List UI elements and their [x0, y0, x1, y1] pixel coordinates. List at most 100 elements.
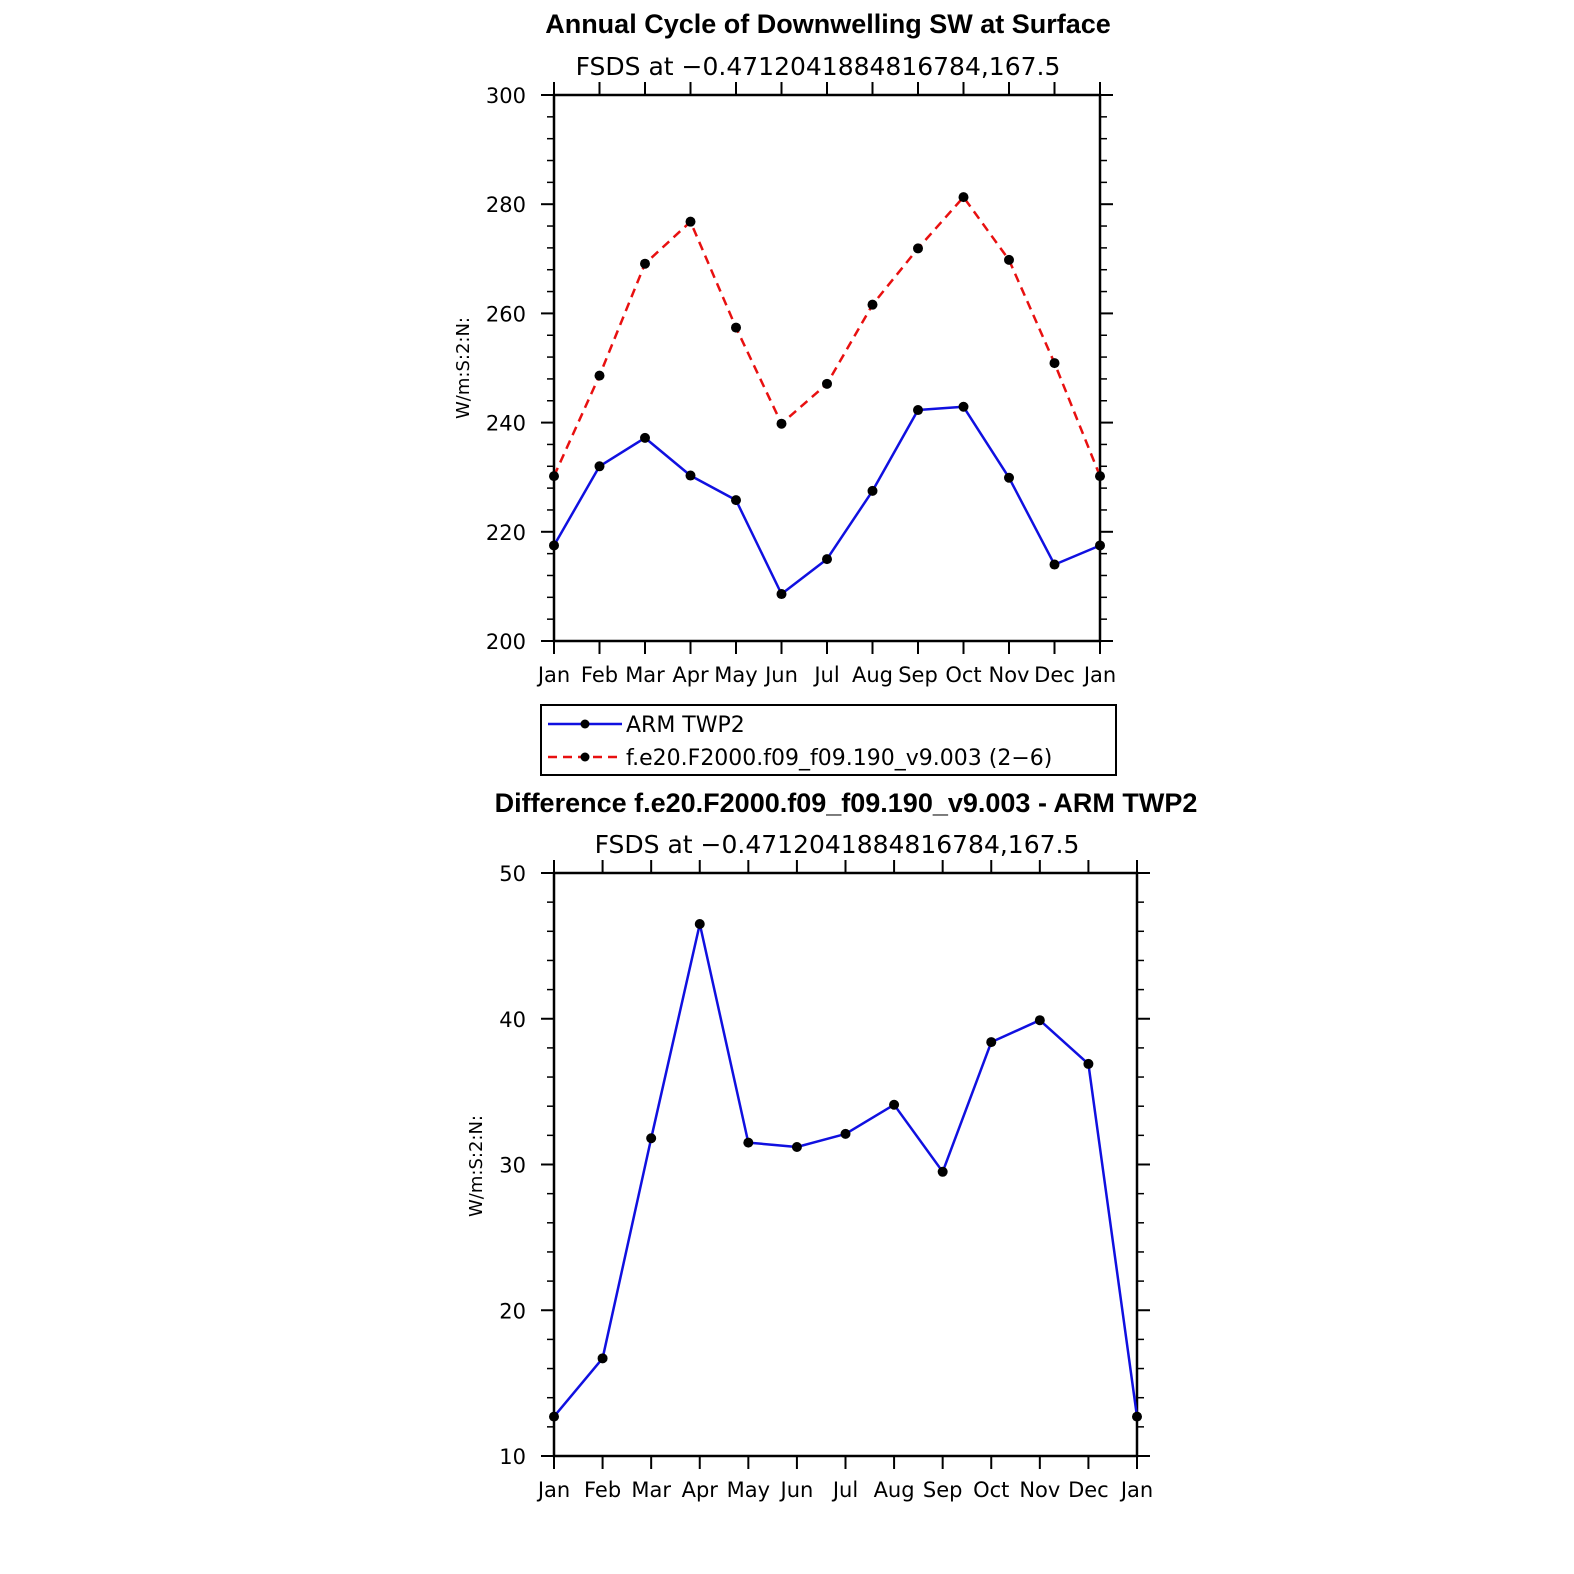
x-tick-label: Jun: [779, 1478, 814, 1502]
data-point: [640, 258, 650, 269]
x-tick-label: Nov: [1019, 1478, 1060, 1502]
legend-entry-model: f.e20.F2000.f09_f09.190_v9.003 (2−6): [548, 746, 1052, 771]
y-axis-label: W/m:S:2:N:: [466, 1115, 487, 1217]
x-tick-label: Nov: [989, 663, 1030, 687]
x-tick-label: Sep: [898, 663, 938, 687]
data-point: [731, 495, 741, 506]
data-point: [913, 243, 923, 254]
x-tick-label: Oct: [945, 663, 981, 687]
chart-title: Difference f.e20.F2000.f09_f09.190_v9.00…: [495, 788, 1198, 818]
x-tick-label: Jan: [1119, 1478, 1153, 1502]
data-point: [1049, 559, 1060, 570]
data-point: [597, 1353, 608, 1364]
data-point: [958, 401, 969, 412]
series-line: [552, 405, 1101, 596]
plot-area: 200 220 240 260 280 300 Jan Feb Mar Apr May Jun Jul A…: [486, 82, 1116, 687]
y-tick-label: 240: [486, 412, 526, 436]
x-tick-label: May: [727, 1478, 770, 1502]
data-point: [1004, 254, 1014, 265]
y-tick-label: 30: [499, 1154, 526, 1178]
data-point: [986, 1037, 997, 1048]
data-point: [640, 432, 650, 443]
chart-title: Annual Cycle of Downwelling SW at Surfac…: [545, 9, 1111, 39]
data-point: [646, 1133, 657, 1144]
data-point: [867, 299, 878, 310]
x-tick-label: Jun: [763, 663, 798, 687]
y-tick-label: 280: [486, 193, 526, 217]
y-axis-label: W/m:S:2:N:: [453, 317, 474, 419]
data-point: [694, 919, 705, 930]
data-point: [685, 216, 696, 227]
data-point: [1049, 358, 1060, 369]
annual-cycle-chart: Annual Cycle of Downwelling SW at Surfac…: [453, 9, 1117, 776]
data-point: [1083, 1058, 1094, 1069]
data-point: [549, 540, 559, 551]
plot-area: 10 20 30 40 50 Jan Feb Mar Apr May Jun Jul Aug Sep Oct…: [499, 860, 1153, 1502]
x-tick-label: Feb: [584, 1478, 621, 1502]
x-tick-label: Sep: [923, 1478, 963, 1502]
data-point: [743, 1137, 754, 1148]
x-tick-label: Mar: [631, 1478, 671, 1502]
chart-subtitle: FSDS at −0.4712041884816784,167.5: [576, 52, 1061, 81]
x-tick-label: Apr: [672, 663, 709, 687]
data-point: [731, 322, 741, 333]
data-point: [594, 370, 605, 381]
data-point: [685, 470, 696, 481]
x-tick-label: Mar: [625, 663, 665, 687]
legend-marker-arm: [580, 719, 590, 729]
y-tick-label: 260: [486, 302, 526, 326]
data-point: [913, 405, 923, 416]
x-tick-label: Dec: [1034, 663, 1075, 687]
y-tick-label: 220: [486, 521, 526, 545]
data-point: [1004, 472, 1014, 483]
y-tick-label: 20: [499, 1299, 526, 1323]
chart-subtitle: FSDS at −0.4712041884816784,167.5: [595, 830, 1080, 859]
x-tick-label: Dec: [1068, 1478, 1109, 1502]
x-tick-label: Oct: [973, 1478, 1009, 1502]
series-0: [549, 919, 1142, 1422]
legend-label-model: f.e20.F2000.f09_f09.190_v9.003 (2−6): [626, 746, 1052, 771]
x-tick-label: Jan: [536, 1478, 570, 1502]
legend: ARM TWP2 f.e20.F2000.f09_f09.190_v9.003 …: [540, 704, 1117, 776]
x-tick-label: Jan: [536, 663, 570, 687]
data-point: [958, 192, 969, 203]
data-point: [549, 471, 559, 482]
data-point: [889, 1099, 900, 1110]
x-tick-label: Feb: [581, 663, 618, 687]
x-tick-label: Jan: [1082, 663, 1116, 687]
data-point: [1034, 1015, 1045, 1026]
legend-label-arm: ARM TWP2: [626, 713, 745, 738]
x-tick-label: Aug: [874, 1478, 915, 1502]
data-point: [822, 554, 832, 565]
difference-chart: Difference f.e20.F2000.f09_f09.190_v9.00…: [466, 788, 1197, 1502]
data-point: [1095, 540, 1105, 551]
data-point: [1095, 471, 1105, 482]
legend-entry-arm: ARM TWP2: [548, 713, 745, 738]
x-tick-label: Apr: [682, 1478, 719, 1502]
data-point: [549, 1411, 559, 1422]
data-point: [791, 1142, 802, 1153]
plot-frame: [552, 871, 1139, 1458]
y-tick-label: 10: [499, 1445, 526, 1469]
series-0: [549, 401, 1105, 600]
series-line: [553, 922, 1139, 1418]
data-point: [937, 1166, 948, 1177]
legend-marker-model: [580, 752, 590, 762]
data-point: [776, 418, 787, 429]
data-point: [822, 378, 832, 389]
y-tick-label: 50: [499, 862, 526, 886]
x-tick-label: Aug: [852, 663, 893, 687]
data-point: [776, 589, 787, 600]
x-tick-label: Jul: [812, 663, 839, 687]
data-point: [867, 485, 878, 496]
data-point: [840, 1128, 851, 1139]
data-point: [1132, 1411, 1142, 1422]
data-point: [594, 461, 605, 472]
x-tick-label: Jul: [831, 1478, 858, 1502]
x-tick-label: May: [714, 663, 757, 687]
y-tick-label: 300: [486, 84, 526, 108]
legend-box: [540, 704, 1117, 776]
y-tick-label: 200: [486, 630, 526, 654]
y-tick-label: 40: [499, 1008, 526, 1032]
